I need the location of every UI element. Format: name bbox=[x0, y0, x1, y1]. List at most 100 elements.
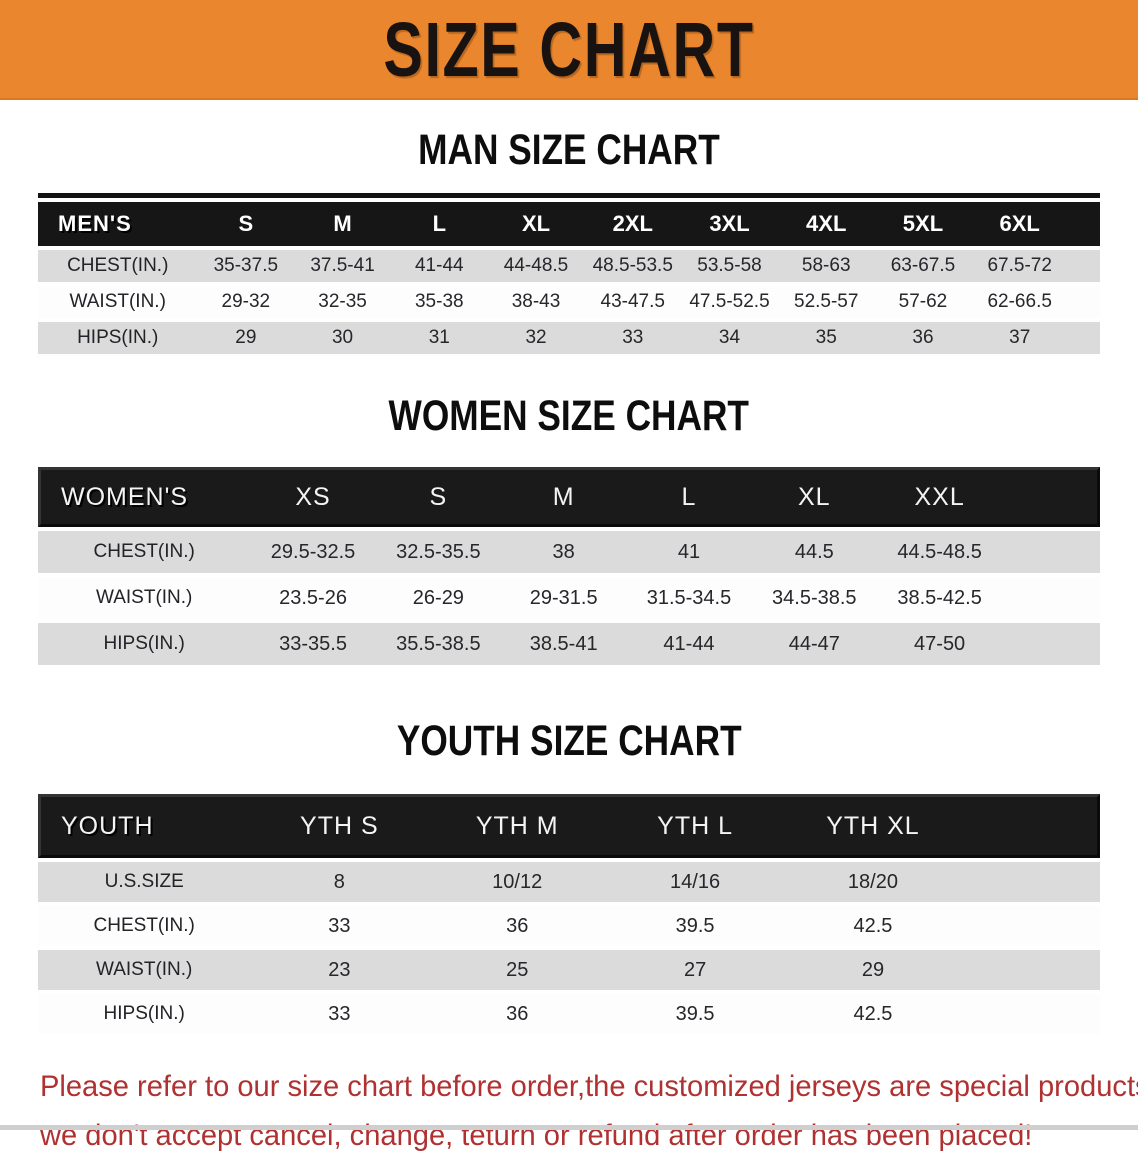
men-col-2xl: 2XL bbox=[584, 202, 682, 246]
cell: 32 bbox=[487, 322, 585, 354]
row-label: WAIST(IN.) bbox=[38, 577, 251, 619]
cell: 32-35 bbox=[294, 286, 391, 318]
cell: 39.5 bbox=[606, 906, 785, 946]
men-col-m: M bbox=[294, 202, 391, 246]
cell: 67.5-72 bbox=[971, 250, 1069, 282]
cell: 33 bbox=[584, 322, 682, 354]
spacer-cell bbox=[1002, 467, 1100, 527]
cell: 35.5-38.5 bbox=[375, 623, 502, 665]
cell: 36 bbox=[874, 322, 972, 354]
men-table-label: MEN'S bbox=[38, 202, 198, 246]
women-header-row: WOMEN'S XS S M L XL XXL bbox=[38, 467, 1100, 527]
cell: 44.5 bbox=[751, 531, 877, 573]
cell: 38-43 bbox=[487, 286, 585, 318]
youth-size-table: YOUTH YTH S YTH M YTH L YTH XL U.S.SIZE … bbox=[38, 790, 1100, 1038]
spacer-cell bbox=[1002, 531, 1100, 573]
women-section-heading-text: WOMEN SIZE CHART bbox=[388, 392, 750, 440]
cell: 30 bbox=[294, 322, 391, 354]
row-label: CHEST(IN.) bbox=[38, 531, 251, 573]
cell: 34.5-38.5 bbox=[751, 577, 877, 619]
disclaimer-line-2: we don't accept cancel, change, teturn o… bbox=[40, 1119, 1033, 1152]
row-label: WAIST(IN.) bbox=[38, 286, 198, 318]
women-hips-row: HIPS(IN.) 33-35.5 35.5-38.5 38.5-41 41-4… bbox=[38, 623, 1100, 665]
cell: 23.5-26 bbox=[250, 577, 376, 619]
row-label: HIPS(IN.) bbox=[38, 322, 198, 354]
row-label: CHEST(IN.) bbox=[38, 906, 251, 946]
row-label: U.S.SIZE bbox=[38, 862, 251, 902]
cell: 29-32 bbox=[197, 286, 295, 318]
women-col-s: S bbox=[375, 467, 502, 527]
cell: 29.5-32.5 bbox=[250, 531, 376, 573]
disclaimer-line-1: Please refer to our size chart before or… bbox=[40, 1070, 1138, 1103]
cell: 44-48.5 bbox=[487, 250, 585, 282]
spacer-cell bbox=[961, 994, 1100, 1034]
cell: 38.5-42.5 bbox=[876, 577, 1003, 619]
spacer-cell bbox=[961, 906, 1100, 946]
cell: 8 bbox=[250, 862, 429, 902]
youth-col-s: YTH S bbox=[250, 794, 429, 858]
youth-col-l: YTH L bbox=[606, 794, 785, 858]
men-chest-row: CHEST(IN.) 35-37.5 37.5-41 41-44 44-48.5… bbox=[38, 250, 1100, 282]
men-col-5xl: 5XL bbox=[874, 202, 972, 246]
cell: 63-67.5 bbox=[874, 250, 972, 282]
cell: 32.5-35.5 bbox=[375, 531, 502, 573]
cell: 62-66.5 bbox=[971, 286, 1069, 318]
row-label: CHEST(IN.) bbox=[38, 250, 198, 282]
bottom-divider bbox=[0, 1125, 1138, 1130]
cell: 33 bbox=[250, 994, 429, 1034]
cell: 43-47.5 bbox=[584, 286, 682, 318]
women-col-xs: XS bbox=[250, 467, 376, 527]
cell: 41-44 bbox=[626, 623, 752, 665]
cell: 37.5-41 bbox=[294, 250, 391, 282]
cell: 37 bbox=[971, 322, 1069, 354]
youth-section-heading: YOUTH SIZE CHART bbox=[0, 717, 1138, 766]
cell: 29 bbox=[784, 950, 962, 990]
spacer-cell bbox=[961, 794, 1100, 858]
cell: 36 bbox=[428, 906, 607, 946]
spacer-cell bbox=[961, 862, 1100, 902]
cell: 27 bbox=[606, 950, 785, 990]
men-col-6xl: 6XL bbox=[971, 202, 1069, 246]
women-size-table: WOMEN'S XS S M L XL XXL CHEST(IN.) 29.5-… bbox=[38, 463, 1100, 669]
cell: 42.5 bbox=[784, 906, 962, 946]
men-col-4xl: 4XL bbox=[777, 202, 875, 246]
cell: 34 bbox=[681, 322, 778, 354]
cell: 35-37.5 bbox=[197, 250, 295, 282]
cell: 42.5 bbox=[784, 994, 962, 1034]
men-col-s: S bbox=[197, 202, 295, 246]
cell: 23 bbox=[250, 950, 429, 990]
men-waist-row: WAIST(IN.) 29-32 32-35 35-38 38-43 43-47… bbox=[38, 286, 1100, 318]
cell: 36 bbox=[428, 994, 607, 1034]
youth-col-xl: YTH XL bbox=[784, 794, 962, 858]
cell: 52.5-57 bbox=[777, 286, 875, 318]
cell: 38 bbox=[501, 531, 627, 573]
cell: 39.5 bbox=[606, 994, 785, 1034]
youth-hips-row: HIPS(IN.) 33 36 39.5 42.5 bbox=[38, 994, 1100, 1034]
spacer-cell bbox=[961, 950, 1100, 990]
youth-chest-row: CHEST(IN.) 33 36 39.5 42.5 bbox=[38, 906, 1100, 946]
cell: 26-29 bbox=[375, 577, 502, 619]
man-section-heading-text: MAN SIZE CHART bbox=[418, 126, 720, 174]
cell: 29 bbox=[197, 322, 295, 354]
cell: 31 bbox=[390, 322, 488, 354]
cell: 41 bbox=[626, 531, 752, 573]
spacer-cell bbox=[1002, 623, 1100, 665]
cell: 57-62 bbox=[874, 286, 972, 318]
youth-col-m: YTH M bbox=[428, 794, 607, 858]
cell: 35-38 bbox=[390, 286, 488, 318]
spacer-cell bbox=[1068, 202, 1100, 246]
men-header-row: MEN'S S M L XL 2XL 3XL 4XL 5XL 6XL bbox=[38, 202, 1100, 246]
cell: 18/20 bbox=[784, 862, 962, 902]
youth-waist-row: WAIST(IN.) 23 25 27 29 bbox=[38, 950, 1100, 990]
spacer-cell bbox=[1002, 577, 1100, 619]
youth-section-heading-text: YOUTH SIZE CHART bbox=[396, 717, 742, 765]
cell: 33 bbox=[250, 906, 429, 946]
cell: 48.5-53.5 bbox=[584, 250, 682, 282]
cell: 41-44 bbox=[390, 250, 488, 282]
cell: 10/12 bbox=[428, 862, 607, 902]
women-col-xl: XL bbox=[751, 467, 877, 527]
women-col-m: M bbox=[501, 467, 627, 527]
cell: 44-47 bbox=[751, 623, 877, 665]
women-section-heading: WOMEN SIZE CHART bbox=[0, 392, 1138, 441]
women-chest-row: CHEST(IN.) 29.5-32.5 32.5-35.5 38 41 44.… bbox=[38, 531, 1100, 573]
